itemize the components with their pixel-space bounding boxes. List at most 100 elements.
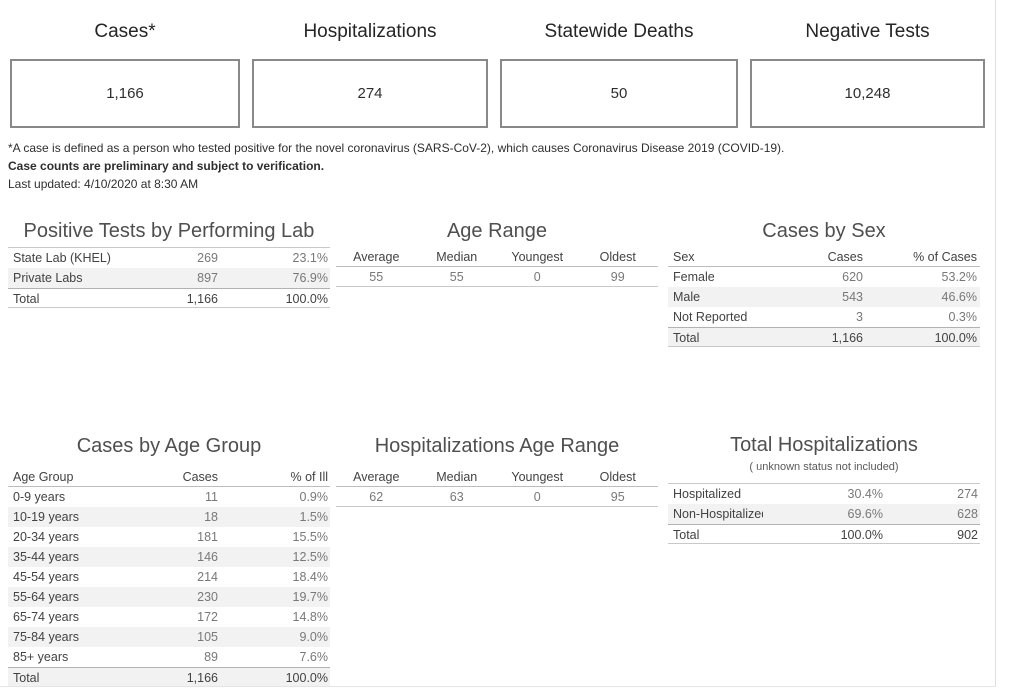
table-row[interactable]: State Lab (KHEL) 269 23.1% [8, 248, 330, 268]
kpi-value-box-hospitalizations[interactable]: 274 [252, 59, 488, 128]
table-row[interactable]: 75-84 years 105 9.0% [8, 627, 330, 647]
table-row[interactable]: Female 620 53.2% [668, 267, 980, 287]
note-case-definition: *A case is defined as a person who teste… [8, 141, 785, 155]
row-pct: 0.9% [299, 490, 329, 504]
table-row[interactable]: 62 63 0 95 [336, 487, 658, 507]
cell-median: 55 [449, 270, 464, 284]
row-value: 628 [957, 507, 978, 521]
row-label: 35-44 years [13, 550, 80, 564]
column-header: Oldest [599, 250, 636, 264]
table-cases-by-sex: Sex Cases % of Cases Female 620 53.2% Ma… [668, 247, 980, 347]
row-pct: 30.4% [847, 487, 883, 501]
table-row[interactable]: 20-34 years 181 15.5% [8, 527, 330, 547]
table-row[interactable]: 0-9 years 11 0.9% [8, 487, 330, 507]
kpi-title-statewide-deaths: Statewide Deaths [544, 21, 694, 42]
column-header: % of Ill [290, 470, 328, 484]
column-header: Age Group [13, 470, 74, 484]
column-header: Youngest [511, 250, 564, 264]
row-label: Total [13, 292, 40, 306]
row-label: 20-34 years [13, 530, 80, 544]
row-pct: 15.5% [292, 530, 328, 544]
row-pct: 9.0% [299, 630, 329, 644]
row-pct: 0.3% [948, 310, 978, 324]
table-cases-by-age-group: Age Group Cases % of Ill 0-9 years 11 0.… [8, 467, 330, 687]
table-row[interactable]: Not Reported 3 0.3% [668, 307, 980, 327]
column-header: Average [353, 250, 400, 264]
kpi-title-negative-tests: Negative Tests [805, 21, 930, 42]
row-value: 172 [197, 610, 218, 624]
row-value: 230 [197, 590, 218, 604]
row-label: Not Reported [673, 310, 748, 324]
table-row[interactable]: Non-Hospitalized 69.6% 628 [668, 504, 980, 524]
row-label: 85+ years [13, 650, 69, 664]
kpi-value-box-negative-tests[interactable]: 10,248 [750, 59, 985, 128]
row-label: Private Labs [13, 271, 83, 285]
table-row[interactable]: 55 55 0 99 [336, 267, 658, 287]
kpi-value-box-statewide-deaths[interactable]: 50 [500, 59, 738, 128]
kpi-card-cases: Cases* 1,166 [10, 17, 240, 128]
row-value: 274 [957, 487, 978, 501]
kpi-title-cases: Cases* [94, 21, 156, 42]
column-header: Cases [182, 470, 218, 484]
kpi-value-box-cases[interactable]: 1,166 [10, 59, 240, 128]
row-value: 897 [197, 271, 218, 285]
table-header-row: Sex Cases % of Cases [668, 247, 980, 267]
column-header: Median [436, 250, 478, 264]
total-row[interactable]: Total 1,166 100.0% [8, 288, 330, 308]
row-label: Female [673, 270, 715, 284]
column-header: Median [436, 470, 478, 484]
panel-positive-tests-by-lab: Positive Tests by Performing Lab State L… [8, 217, 330, 308]
table-row[interactable]: 85+ years 89 7.6% [8, 647, 330, 667]
row-label: State Lab (KHEL) [13, 251, 111, 265]
kpi-value-statewide-deaths: 50 [610, 85, 628, 102]
cell-youngest: 0 [533, 270, 541, 284]
table-row[interactable]: 55-64 years 230 19.7% [8, 587, 330, 607]
row-value: 214 [197, 570, 218, 584]
table-row[interactable]: Male 543 46.6% [668, 287, 980, 307]
panel-title: Cases by Sex [762, 220, 886, 242]
total-row[interactable]: Total 1,166 100.0% [8, 667, 330, 687]
kpi-value-hospitalizations: 274 [357, 85, 383, 102]
column-header: Youngest [511, 470, 564, 484]
table-header-row: Average Median Youngest Oldest [336, 247, 658, 267]
row-pct: 19.7% [292, 590, 328, 604]
kpi-title-hospitalizations: Hospitalizations [303, 21, 437, 42]
row-pct: 100.0% [285, 671, 328, 685]
column-header: Oldest [599, 470, 636, 484]
table-row[interactable]: 10-19 years 18 1.5% [8, 507, 330, 527]
column-header: Average [353, 470, 400, 484]
row-pct: 18.4% [292, 570, 328, 584]
table-positive-tests-by-lab: State Lab (KHEL) 269 23.1% Private Labs … [8, 247, 330, 308]
table-row[interactable]: 35-44 years 146 12.5% [8, 547, 330, 567]
row-label: 75-84 years [13, 630, 80, 644]
row-label: Non-Hospitalized [673, 507, 763, 521]
panel-hospitalizations-age-range: Hospitalizations Age Range Average Media… [336, 432, 658, 507]
row-pct: 100.0% [840, 528, 883, 542]
total-row[interactable]: Total 100.0% 902 [668, 524, 980, 544]
table-age-range: Average Median Youngest Oldest 55 55 0 9… [336, 247, 658, 287]
table-row[interactable]: Private Labs 897 76.9% [8, 268, 330, 288]
kpi-value-cases: 1,166 [106, 85, 144, 102]
row-value: 1,166 [186, 292, 218, 306]
table-row[interactable]: 45-54 years 214 18.4% [8, 567, 330, 587]
row-value: 18 [204, 510, 218, 524]
table-row[interactable]: Hospitalized 30.4% 274 [668, 484, 980, 504]
dashboard-bottom-edge [0, 686, 996, 687]
row-value: 1,166 [186, 671, 218, 685]
table-header-row: Average Median Youngest Oldest [336, 467, 658, 487]
row-pct: 46.6% [941, 290, 977, 304]
row-pct: 23.1% [292, 251, 328, 265]
row-label: 55-64 years [13, 590, 80, 604]
column-header: Cases [827, 250, 863, 264]
row-pct: 100.0% [285, 292, 328, 306]
total-row[interactable]: Total 1,166 100.0% [668, 327, 980, 347]
kpi-value-negative-tests: 10,248 [844, 85, 891, 102]
row-pct: 14.8% [292, 610, 328, 624]
row-value: 105 [197, 630, 218, 644]
table-row[interactable]: 65-74 years 172 14.8% [8, 607, 330, 627]
column-header: Sex [673, 250, 695, 264]
row-pct: 7.6% [299, 650, 329, 664]
row-value: 11 [205, 490, 218, 504]
cell-median: 63 [449, 490, 464, 504]
